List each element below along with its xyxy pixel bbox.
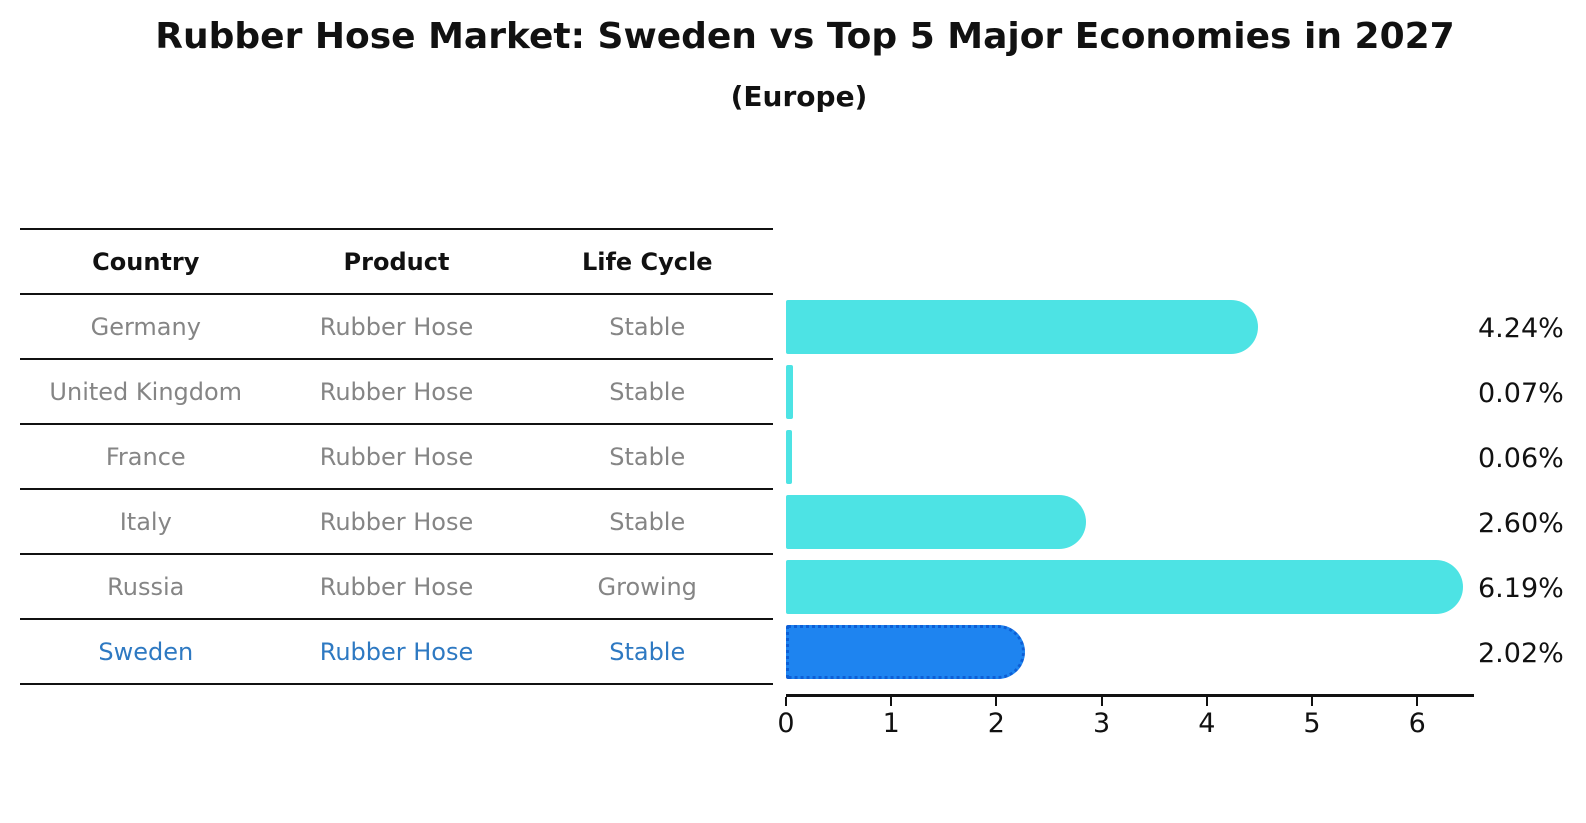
chart-subtitle: (Europe) [730, 80, 868, 113]
value-label-germany: 4.24% [1478, 312, 1564, 344]
product-cell: Rubber Hose [319, 312, 474, 341]
life-cycle-cell: Stable [609, 442, 686, 471]
value-label-france: 0.06% [1478, 442, 1564, 474]
country-cell: Sweden [98, 637, 194, 666]
bar-united-kingdom [786, 364, 794, 419]
table-row-united-kingdom: United Kingdom Rubber Hose Stable [20, 360, 773, 425]
life-cycle-cell: Stable [609, 377, 686, 406]
product-cell: Rubber Hose [319, 637, 474, 666]
product-cell: Rubber Hose [319, 507, 474, 536]
value-label-united-kingdom: 0.07% [1478, 377, 1564, 409]
bar-russia [786, 559, 1464, 614]
table-body: Germany Rubber Hose Stable United Kingdom Ru… [20, 295, 773, 685]
x-tick-label-1: 1 [882, 708, 900, 739]
table-row-sweden: Sweden Rubber Hose Stable [20, 620, 773, 685]
x-tick-label-3: 3 [1093, 708, 1111, 739]
life-cycle-cell: Growing [597, 572, 697, 601]
x-tick-mark-5 [1311, 697, 1313, 706]
bar-france [786, 429, 793, 484]
x-tick-label-0: 0 [777, 708, 795, 739]
country-cell: Italy [119, 507, 172, 536]
table-row-france: France Rubber Hose Stable [20, 425, 773, 490]
chart-title: Rubber Hose Market: Sweden vs Top 5 Majo… [155, 16, 1455, 57]
product-cell: Rubber Hose [319, 377, 474, 406]
x-tick-mark-0 [785, 697, 787, 706]
column-header-country: Country [92, 247, 200, 276]
x-tick-mark-6 [1416, 697, 1419, 706]
product-cell: Rubber Hose [319, 442, 474, 471]
value-label-russia: 6.19% [1478, 572, 1564, 604]
life-cycle-cell: Stable [609, 637, 686, 666]
bar-italy [786, 494, 1086, 549]
x-tick-label-5: 5 [1303, 708, 1321, 739]
life-cycle-cell: Stable [609, 507, 686, 536]
country-cell: United Kingdom [49, 377, 243, 406]
bar-sweden [786, 624, 1025, 679]
country-cell: Russia [107, 572, 185, 601]
value-label-sweden: 2.02% [1478, 637, 1564, 669]
x-tick-label-4: 4 [1198, 708, 1216, 739]
x-tick-mark-2 [995, 697, 998, 706]
x-tick-label-6: 6 [1408, 708, 1426, 739]
table-header-row: Country Product Life Cycle [20, 230, 773, 295]
country-cell: Germany [90, 312, 201, 341]
x-tick-mark-3 [1100, 697, 1103, 706]
value-label-italy: 2.60% [1478, 507, 1564, 539]
x-tick-mark-1 [890, 697, 893, 706]
country-cell: France [105, 442, 186, 471]
x-tick-mark-4 [1205, 697, 1208, 706]
table-row-russia: Russia Rubber Hose Growing [20, 555, 773, 620]
table-row-italy: Italy Rubber Hose Stable [20, 490, 773, 555]
life-cycle-cell: Stable [609, 312, 686, 341]
country-table: Country Product Life Cycle Germany Rubber… [20, 228, 773, 685]
x-axis-line [786, 694, 1474, 697]
bar-germany [786, 299, 1259, 354]
column-header-product: Product [343, 247, 450, 276]
product-cell: Rubber Hose [319, 572, 474, 601]
table-row-germany: Germany Rubber Hose Stable [20, 295, 773, 360]
column-header-life-cycle: Life Cycle [581, 247, 713, 276]
x-tick-label-2: 2 [987, 708, 1005, 739]
